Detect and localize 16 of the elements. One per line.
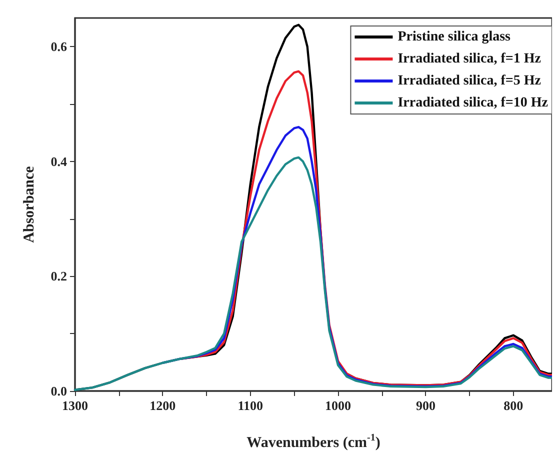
y-tick-label: 0.2 [50,268,67,284]
x-tick-label: 1100 [238,398,264,413]
x-tick-label: 1300 [62,398,88,413]
y-tick-label: 0.6 [50,39,68,54]
legend-label: Irradiated silica, f=1 Hz [398,52,542,66]
x-tick-label: 1000 [325,398,352,413]
y-axis-title: Absorbance [22,166,38,243]
x-tick-label: 900 [416,398,436,413]
legend-label: Pristine silica glass [398,30,512,44]
y-tick-label: 0.4 [50,154,68,169]
x-tick-label: 800 [504,398,524,413]
x-tick-label: 1200 [150,398,176,413]
legend-label: Irradiated silica, f=5 Hz [398,74,542,88]
legend-label: Irradiated silica, f=10 Hz [398,96,548,110]
line-series [179,70,552,386]
y-tick-label: 0.0 [50,384,67,398]
